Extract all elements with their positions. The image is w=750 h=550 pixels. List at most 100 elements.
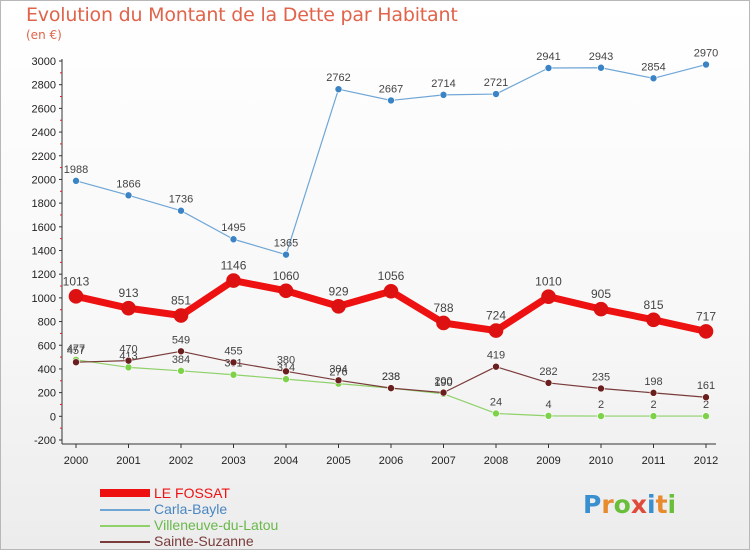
data-point-carla-bayle [334, 85, 343, 93]
data-label-villeneuve-du-latou: 276 [329, 367, 347, 379]
data-label-carla-bayle: 2667 [379, 83, 403, 95]
data-label-carla-bayle: 1988 [64, 164, 88, 176]
y-tick-label: 800 [38, 317, 56, 329]
y-tick-label: 1400 [32, 246, 56, 258]
data-label-villeneuve-du-latou: 238 [382, 371, 400, 383]
y-tick-label: 0 [50, 411, 56, 423]
data-label-le-fossat: 929 [328, 284, 348, 298]
x-tick-label: 2001 [116, 455, 140, 467]
data-label-le-fossat: 717 [696, 309, 716, 323]
data-point-sainte-suzanne [387, 384, 395, 392]
data-point-sainte-suzanne [544, 379, 553, 387]
data-label-carla-bayle: 1736 [169, 194, 193, 206]
data-point-le-fossat [646, 312, 661, 328]
y-tick-label: 2200 [32, 151, 56, 163]
data-point-carla-bayle [72, 177, 80, 185]
data-point-carla-bayle [702, 60, 710, 69]
logo-letter: i [667, 490, 677, 519]
data-label-carla-bayle: 2854 [641, 61, 665, 73]
data-label-carla-bayle: 2970 [694, 48, 718, 60]
data-point-sainte-suzanne [597, 384, 605, 393]
data-point-villeneuve-du-latou [124, 363, 133, 372]
data-point-villeneuve-du-latou [597, 412, 605, 420]
x-tick-label: 2009 [536, 455, 560, 467]
data-label-le-fossat: 788 [433, 301, 453, 315]
data-point-villeneuve-du-latou [177, 367, 185, 375]
data-label-le-fossat: 1056 [378, 269, 405, 283]
x-tick-label: 2002 [169, 455, 193, 467]
data-label-sainte-suzanne: 238 [382, 371, 400, 383]
data-label-carla-bayle: 2762 [326, 72, 350, 84]
data-label-carla-bayle: 1495 [221, 222, 245, 234]
data-point-le-fossat [278, 283, 294, 299]
logo-letter: t [655, 490, 668, 519]
data-point-sainte-suzanne [492, 362, 500, 371]
y-tick-label: 2000 [32, 174, 56, 186]
legend-label-carla-bayle: Carla-Bayle [154, 501, 228, 517]
data-label-le-fossat: 815 [643, 298, 663, 312]
y-tick-label: 1000 [32, 293, 56, 305]
data-label-sainte-suzanne: 161 [697, 380, 715, 392]
data-point-sainte-suzanne [177, 347, 185, 356]
data-point-le-fossat [331, 298, 346, 314]
data-label-le-fossat: 1146 [221, 259, 247, 273]
y-tick-label: 1800 [32, 198, 56, 210]
y-tick-label: 400 [38, 364, 56, 376]
x-tick-label: 2004 [274, 455, 298, 467]
data-label-villeneuve-du-latou: 2 [703, 399, 709, 411]
data-point-le-fossat [121, 300, 136, 316]
data-point-villeneuve-du-latou [282, 375, 290, 383]
legend-label-villeneuve-du-latou: Villeneuve-du-Latou [154, 517, 279, 533]
data-label-sainte-suzanne: 235 [592, 371, 610, 383]
y-tick-label: 2600 [32, 103, 56, 115]
data-label-sainte-suzanne: 549 [172, 334, 190, 346]
y-tick-label: 600 [38, 340, 56, 352]
y-tick-label: 1200 [32, 269, 56, 281]
data-label-villeneuve-du-latou: 477 [67, 343, 85, 355]
x-tick-label: 2000 [64, 455, 88, 467]
data-label-carla-bayle: 2943 [589, 51, 613, 63]
y-tick-label: 3000 [32, 56, 56, 68]
legend-swatch-le-fossat [100, 489, 150, 497]
data-point-sainte-suzanne [282, 367, 290, 376]
data-point-sainte-suzanne [702, 393, 710, 402]
data-point-le-fossat [698, 324, 714, 339]
y-tick-label: 2800 [32, 80, 56, 92]
data-point-villeneuve-du-latou [229, 370, 238, 379]
logo-letter: r [601, 490, 614, 519]
data-label-sainte-suzanne: 198 [644, 376, 662, 388]
logo-letter: x [630, 490, 647, 519]
data-label-villeneuve-du-latou: 2 [650, 399, 656, 411]
x-tick-label: 2005 [326, 455, 350, 467]
data-label-le-fossat: 913 [118, 286, 138, 300]
x-tick-label: 2003 [221, 455, 245, 467]
legend-swatch-carla-bayle [100, 509, 150, 511]
data-point-carla-bayle [597, 63, 605, 72]
data-label-le-fossat: 1060 [273, 269, 300, 283]
data-point-sainte-suzanne [229, 358, 238, 367]
data-label-le-fossat: 1010 [535, 275, 562, 289]
data-point-sainte-suzanne [439, 388, 448, 397]
data-label-sainte-suzanne: 419 [487, 350, 505, 362]
legend-label-le-fossat: LE FOSSAT [154, 485, 230, 501]
data-point-carla-bayle [387, 96, 395, 105]
legend-label-sainte-suzanne: Sainte-Suzanne [154, 533, 254, 549]
y-tick-label: -200 [34, 435, 56, 447]
data-point-sainte-suzanne [124, 356, 133, 365]
data-point-carla-bayle [124, 191, 133, 200]
legend-swatch-villeneuve-du-latou [100, 525, 150, 527]
data-point-le-fossat [226, 273, 241, 288]
data-label-villeneuve-du-latou: 2 [598, 399, 604, 411]
chart-subtitle: (en €) [26, 28, 62, 42]
data-point-le-fossat [68, 289, 84, 304]
data-label-villeneuve-du-latou: 24 [490, 396, 502, 408]
data-point-carla-bayle [492, 90, 500, 98]
data-point-le-fossat [488, 323, 504, 338]
data-label-sainte-suzanne: 470 [119, 344, 137, 356]
data-label-carla-bayle: 2941 [536, 51, 560, 63]
data-point-villeneuve-du-latou [492, 409, 500, 418]
data-label-le-fossat: 724 [486, 309, 506, 323]
data-label-le-fossat: 851 [171, 294, 191, 308]
proxiti-logo: Proxiti [583, 490, 676, 519]
